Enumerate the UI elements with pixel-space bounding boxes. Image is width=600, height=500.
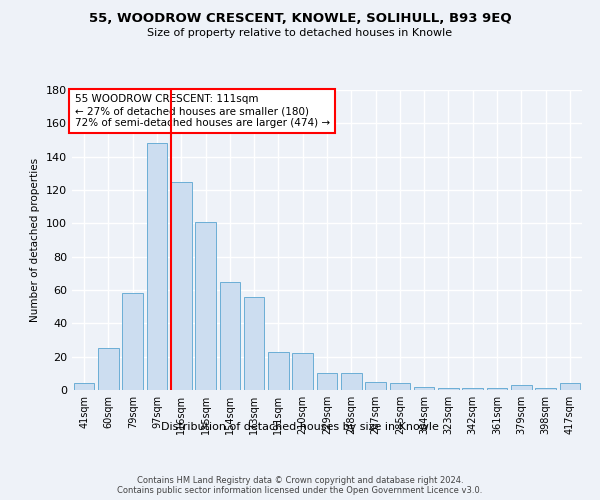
Bar <box>317 374 337 390</box>
Bar <box>244 296 265 390</box>
Bar <box>341 374 362 390</box>
Bar <box>535 388 556 390</box>
Bar <box>268 352 289 390</box>
Bar <box>74 384 94 390</box>
Text: Size of property relative to detached houses in Knowle: Size of property relative to detached ho… <box>148 28 452 38</box>
Bar <box>560 384 580 390</box>
Bar <box>365 382 386 390</box>
Text: 55, WOODROW CRESCENT, KNOWLE, SOLIHULL, B93 9EQ: 55, WOODROW CRESCENT, KNOWLE, SOLIHULL, … <box>89 12 511 26</box>
Bar <box>292 354 313 390</box>
Bar <box>389 384 410 390</box>
Bar <box>98 348 119 390</box>
Text: 55 WOODROW CRESCENT: 111sqm
← 27% of detached houses are smaller (180)
72% of se: 55 WOODROW CRESCENT: 111sqm ← 27% of det… <box>74 94 329 128</box>
Bar <box>414 386 434 390</box>
Text: Contains HM Land Registry data © Crown copyright and database right 2024.
Contai: Contains HM Land Registry data © Crown c… <box>118 476 482 495</box>
Bar <box>122 294 143 390</box>
Y-axis label: Number of detached properties: Number of detached properties <box>31 158 40 322</box>
Bar <box>438 388 459 390</box>
Bar <box>487 388 508 390</box>
Bar <box>195 222 216 390</box>
Bar <box>220 282 240 390</box>
Bar <box>463 388 483 390</box>
Text: Distribution of detached houses by size in Knowle: Distribution of detached houses by size … <box>161 422 439 432</box>
Bar <box>511 385 532 390</box>
Bar <box>146 144 167 390</box>
Bar <box>171 182 191 390</box>
